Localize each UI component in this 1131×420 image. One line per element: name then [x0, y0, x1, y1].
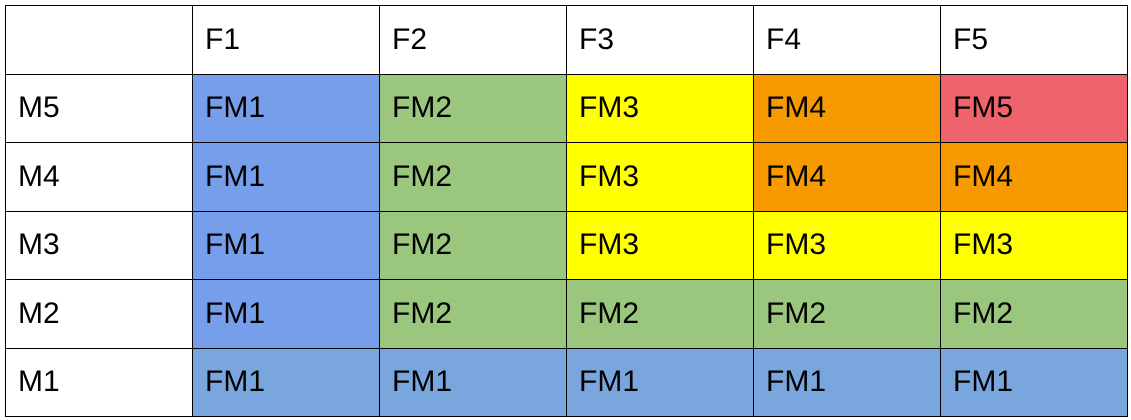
- table-cell: FM4: [940, 142, 1128, 212]
- table-row: M3 FM1 FM2 FM3 FM3 FM3: [5, 210, 1128, 280]
- table-cell: FM1: [379, 347, 567, 417]
- table-cell: FM3: [566, 142, 754, 212]
- table-cell: FM3: [566, 73, 754, 143]
- corner-cell: [5, 5, 193, 75]
- table-cell: FM2: [379, 210, 567, 280]
- row-header: M5: [5, 73, 193, 143]
- table-cell: FM3: [940, 210, 1128, 280]
- table-cell: FM1: [940, 347, 1128, 417]
- table-row: M2 FM1 FM2 FM2 FM2 FM2: [5, 279, 1128, 349]
- table-cell: FM4: [753, 73, 941, 143]
- row-header: M1: [5, 347, 193, 417]
- row-header: M2: [5, 279, 193, 349]
- header-row: F1 F2 F3 F4 F5: [5, 5, 1128, 75]
- table-row: M1 FM1 FM1 FM1 FM1 FM1: [5, 347, 1128, 417]
- matrix-table: F1 F2 F3 F4 F5 M5 FM1 FM2 FM3 FM4 FM5 M4 FM1 FM2 FM3 FM…: [5, 5, 1128, 417]
- table-body: F1 F2 F3 F4 F5 M5 FM1 FM2 FM3 FM4 FM5 M4 FM1 FM2 FM3 FM…: [5, 5, 1128, 417]
- table-cell: FM1: [192, 210, 380, 280]
- table-row: M4 FM1 FM2 FM3 FM4 FM4: [5, 142, 1128, 212]
- column-header: F5: [940, 5, 1128, 75]
- column-header: F3: [566, 5, 754, 75]
- table-cell: FM3: [566, 210, 754, 280]
- column-header: F2: [379, 5, 567, 75]
- table-cell: FM2: [379, 142, 567, 212]
- table-cell: FM2: [379, 73, 567, 143]
- row-header: M3: [5, 210, 193, 280]
- table-cell: FM5: [940, 73, 1128, 143]
- table-cell: FM1: [192, 347, 380, 417]
- table-row: M5 FM1 FM2 FM3 FM4 FM5: [5, 73, 1128, 143]
- column-header: F4: [753, 5, 941, 75]
- column-header: F1: [192, 5, 380, 75]
- row-header: M4: [5, 142, 193, 212]
- table-cell: FM4: [753, 142, 941, 212]
- table-cell: FM1: [192, 142, 380, 212]
- table-cell: FM1: [192, 279, 380, 349]
- table-cell: FM2: [566, 279, 754, 349]
- table-cell: FM1: [753, 347, 941, 417]
- table-cell: FM2: [940, 279, 1128, 349]
- table-cell: FM2: [379, 279, 567, 349]
- table-cell: FM1: [566, 347, 754, 417]
- table-cell: FM3: [753, 210, 941, 280]
- table-cell: FM1: [192, 73, 380, 143]
- table-cell: FM2: [753, 279, 941, 349]
